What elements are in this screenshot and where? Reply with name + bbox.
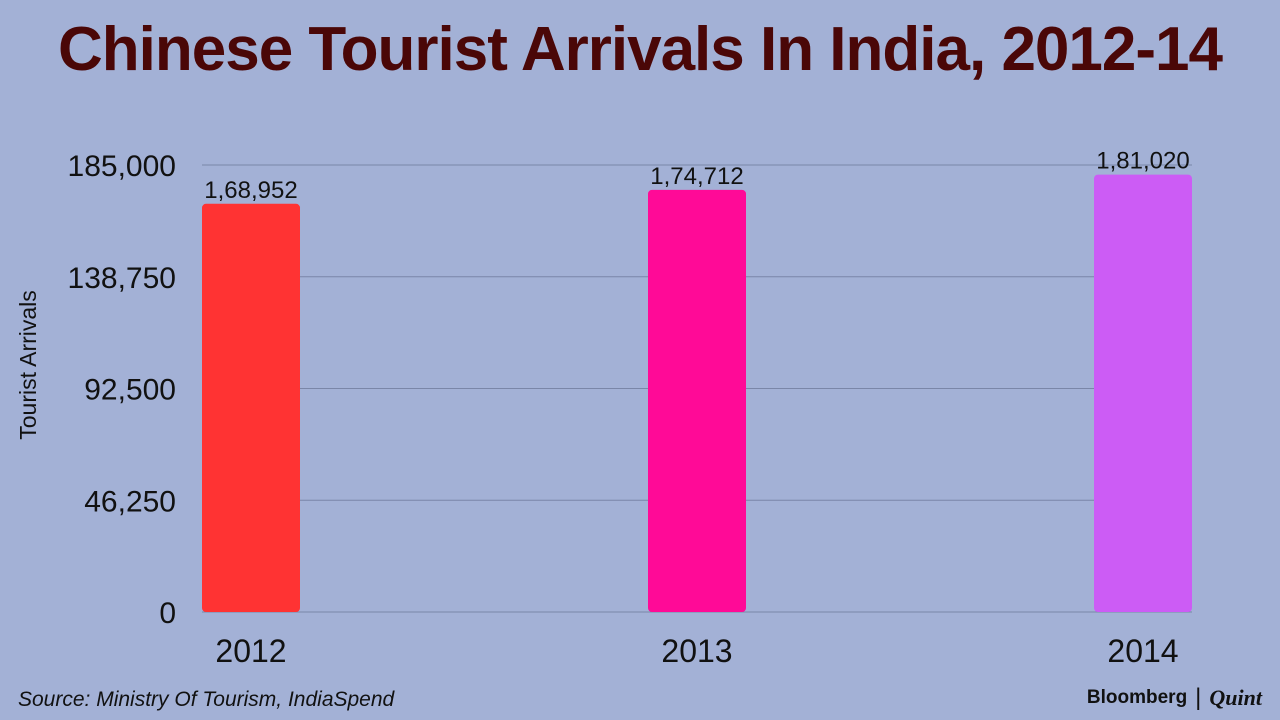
- y-tick-label: 185,000: [68, 150, 176, 183]
- bar-2012: [202, 203, 300, 612]
- x-tick-label: 2014: [1107, 633, 1178, 669]
- y-axis-ticks: 0 46,250 92,500 138,750 185,000: [68, 150, 176, 630]
- value-label: 1,74,712: [650, 163, 743, 190]
- y-tick-label: 92,500: [84, 374, 176, 407]
- brand-secondary: Quint: [1209, 685, 1262, 710]
- y-tick-label: 138,750: [68, 262, 176, 295]
- bar-2013: [648, 189, 746, 612]
- chart-title: Chinese Tourist Arrivals In India, 2012-…: [58, 15, 1223, 84]
- bars: [202, 174, 1192, 612]
- value-labels: 1,68,952 1,74,712 1,81,020: [204, 148, 1189, 204]
- brand-primary: Bloomberg: [1086, 687, 1188, 708]
- x-tick-label: 2012: [215, 633, 286, 669]
- y-tick-label: 0: [159, 597, 176, 630]
- value-label: 1,81,020: [1096, 148, 1189, 175]
- x-tick-label: 2013: [661, 633, 732, 669]
- x-axis-ticks: 2012 2013 2014: [215, 633, 1178, 669]
- y-axis-label: Tourist Arrivals: [15, 290, 41, 440]
- bar-2014: [1094, 174, 1192, 612]
- source-note: Source: Ministry Of Tourism, IndiaSpend: [18, 688, 395, 711]
- brand-separator: |: [1195, 684, 1202, 711]
- value-label: 1,68,952: [204, 177, 297, 204]
- y-tick-label: 46,250: [84, 485, 176, 518]
- brand-logo: Bloomberg | Quint: [1087, 684, 1262, 712]
